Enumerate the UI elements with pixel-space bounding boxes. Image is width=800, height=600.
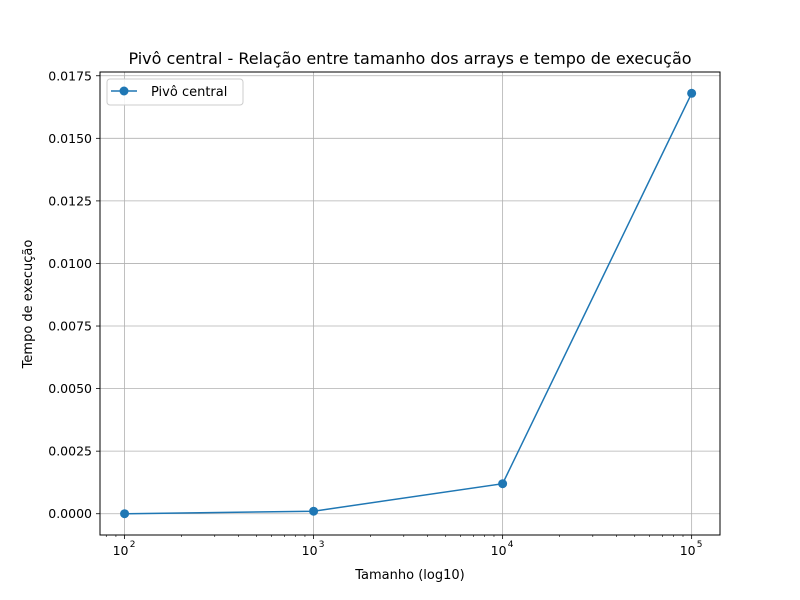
data-point xyxy=(120,509,130,519)
legend-marker xyxy=(119,86,129,96)
legend: Pivô central xyxy=(106,78,244,106)
y-axis: 0.0000 0.0025 0.0050 0.0075 0.0100 0.0125 0.01… xyxy=(48,68,100,521)
data-point xyxy=(687,88,697,98)
x-tick-label: 10 xyxy=(302,543,318,558)
plot-area xyxy=(99,71,721,536)
x-tick-exponent: 3 xyxy=(319,540,325,550)
y-tick-label: 0.0175 xyxy=(48,68,92,83)
x-tick-exponent: 2 xyxy=(130,540,136,550)
x-axis-label: Tamanho (log10) xyxy=(354,568,464,583)
y-tick-label: 0.0075 xyxy=(48,319,92,334)
data-point xyxy=(498,479,508,489)
y-tick-label: 0.0000 xyxy=(48,506,92,521)
y-axis-label: Tempo de execução xyxy=(21,240,36,370)
chart-title: Pivô central - Relação entre tamanho dos… xyxy=(128,49,691,68)
legend-label: Pivô central xyxy=(151,85,227,100)
grid xyxy=(100,72,720,535)
x-tick-label: 10 xyxy=(113,543,129,558)
series-line xyxy=(124,92,693,515)
x-axis: 10 2 10 3 10 4 10 5 xyxy=(105,535,703,558)
legend-box xyxy=(106,78,244,106)
data-point xyxy=(309,506,319,516)
y-tick-label: 0.0150 xyxy=(48,131,92,146)
x-tick-exponent: 4 xyxy=(508,540,514,550)
y-tick-label: 0.0050 xyxy=(48,381,92,396)
y-tick-label: 0.0025 xyxy=(48,444,92,459)
x-tick-exponent: 5 xyxy=(697,540,703,550)
y-tick-label: 0.0125 xyxy=(48,193,92,208)
series-group xyxy=(120,88,697,519)
x-tick-label: 10 xyxy=(680,543,696,558)
y-tick-label: 0.0100 xyxy=(48,256,92,271)
x-tick-label: 10 xyxy=(491,543,507,558)
